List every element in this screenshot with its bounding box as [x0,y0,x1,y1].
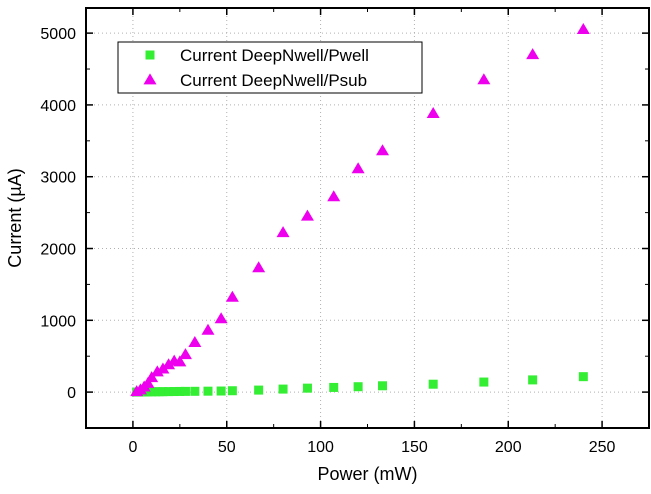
axis-ticks: 0 50 100 150 200 250 0 1000 2000 3000 4000 5000 [40,8,650,456]
data-point-triangle [201,323,215,335]
y-axis-label: Current (µA) [5,168,25,267]
data-point-triangle [252,261,266,273]
data-point-square [353,382,363,392]
legend-entry-pwell: Current DeepNwell/Pwell [180,46,369,65]
data-point-square [169,387,179,397]
data-point-square [378,381,388,391]
x-tick-label: 150 [401,439,428,456]
x-tick-label: 200 [495,439,522,456]
data-point-square [329,382,339,392]
data-point-triangle [145,371,159,383]
legend-marker-square [145,50,155,60]
y-tick-label: 0 [67,385,76,402]
data-point-triangle [351,162,365,174]
y-tick-label: 3000 [40,170,76,187]
x-tick-label: 0 [128,439,137,456]
x-axis-label: Power (mW) [318,464,418,484]
data-point-triangle [327,190,341,202]
data-point-square [216,386,226,396]
legend-box [117,41,423,94]
legend-marker-triangle [143,73,157,85]
legend: Current DeepNwell/Pwell Current DeepNwel… [117,41,423,94]
data-point-square [203,386,213,396]
data-point-triangle [162,358,176,370]
data-point-square [428,379,438,389]
x-tick-label: 250 [589,439,616,456]
data-point-triangle [300,209,314,221]
x-tick-label: 100 [307,439,334,456]
data-point-square [578,372,588,382]
data-point-triangle [214,312,228,324]
data-point-triangle [173,355,187,367]
data-points [130,22,590,397]
series-pwell [132,372,588,397]
data-point-triangle [526,48,540,60]
y-tick-label: 1000 [40,313,76,330]
data-point-triangle [426,106,440,118]
data-point-square [254,385,264,395]
data-point-square [175,386,185,396]
data-point-square [227,386,237,396]
data-point-triangle [150,365,164,377]
data-point-square [302,383,312,393]
y-tick-label: 5000 [40,26,76,43]
legend-entry-psub: Current DeepNwell/Psub [180,71,367,90]
data-point-square [278,384,288,394]
series-psub [130,22,590,397]
data-point-triangle [178,348,192,360]
y-tick-label: 4000 [40,98,76,115]
data-point-square [479,377,489,387]
data-point-triangle [188,335,202,347]
data-point-triangle [477,73,491,85]
data-point-square [158,387,168,397]
data-point-triangle [225,290,239,302]
data-point-square [528,375,538,385]
data-point-triangle [376,144,390,156]
data-point-triangle [276,226,290,238]
data-point-square [164,387,174,397]
data-point-square [190,386,200,396]
y-tick-label: 2000 [40,242,76,259]
data-point-triangle [576,22,590,34]
x-tick-label: 50 [218,439,236,456]
data-point-triangle [141,376,155,388]
data-point-square [180,386,190,396]
